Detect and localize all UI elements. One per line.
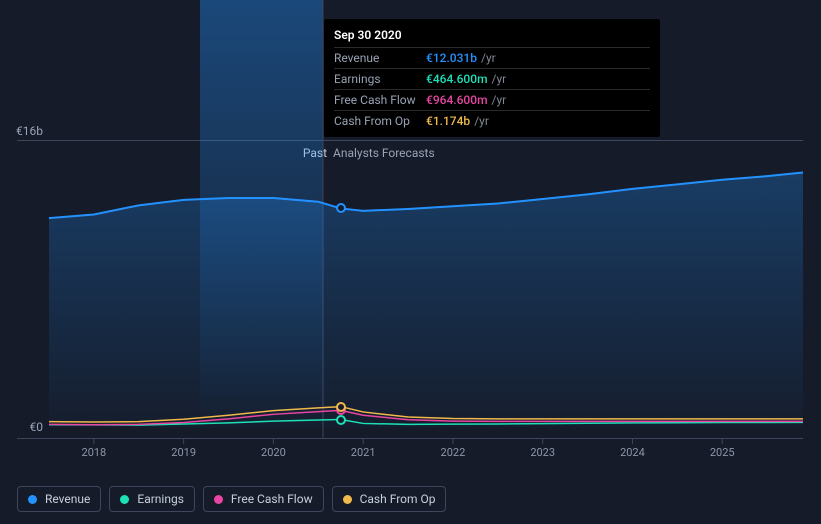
x-axis-label: 2022 <box>441 446 466 459</box>
x-axis-label: 2019 <box>171 446 196 459</box>
legend-dot-icon <box>343 495 352 504</box>
chart-tooltip: Sep 30 2020 Revenue€12.031b/yrEarnings€4… <box>324 19 660 137</box>
legend-item-fcf[interactable]: Free Cash Flow <box>203 486 324 512</box>
x-axis-label: 2023 <box>530 446 555 459</box>
x-axis-label: 2018 <box>82 446 107 459</box>
x-axis-label: 2025 <box>710 446 735 459</box>
tooltip-label: Free Cash Flow <box>334 93 426 107</box>
legend-dot-icon <box>28 495 37 504</box>
tooltip-unit: /yr <box>481 51 496 65</box>
tooltip-value: €464.600m <box>426 72 488 86</box>
tooltip-value: €12.031b <box>426 51 477 65</box>
tooltip-unit: /yr <box>474 114 489 128</box>
legend-label: Cash From Op <box>360 492 436 506</box>
marker-revenue <box>336 203 346 213</box>
tooltip-row-earnings: Earnings€464.600m/yr <box>334 68 650 89</box>
tooltip-label: Earnings <box>334 72 426 86</box>
tooltip-label: Cash From Op <box>334 114 426 128</box>
marker-earnings <box>336 415 346 425</box>
series-area-revenue <box>49 173 803 429</box>
tooltip-value: €1.174b <box>426 114 470 128</box>
x-axis-label: 2024 <box>620 446 645 459</box>
legend-item-earnings[interactable]: Earnings <box>109 486 195 512</box>
tooltip-date: Sep 30 2020 <box>334 25 650 47</box>
chart-legend: Revenue Earnings Free Cash Flow Cash From O… <box>17 486 446 512</box>
legend-label: Earnings <box>137 492 184 506</box>
tooltip-unit: /yr <box>492 72 507 86</box>
tooltip-row-fcf: Free Cash Flow€964.600m/yr <box>334 89 650 110</box>
tooltip-value: €964.600m <box>426 93 488 107</box>
tooltip-row-cfo: Cash From Op€1.174b/yr <box>334 110 650 131</box>
legend-item-revenue[interactable]: Revenue <box>17 486 101 512</box>
marker-cfo <box>336 402 346 412</box>
x-axis-label: 2020 <box>261 446 286 459</box>
legend-item-cfo[interactable]: Cash From Op <box>332 486 447 512</box>
tooltip-label: Revenue <box>334 51 426 65</box>
x-axis-label: 2021 <box>351 446 376 459</box>
legend-dot-icon <box>120 495 129 504</box>
tooltip-unit: /yr <box>492 93 507 107</box>
tooltip-row-revenue: Revenue€12.031b/yr <box>334 47 650 68</box>
legend-label: Free Cash Flow <box>231 492 313 506</box>
legend-label: Revenue <box>45 492 90 506</box>
legend-dot-icon <box>214 495 223 504</box>
